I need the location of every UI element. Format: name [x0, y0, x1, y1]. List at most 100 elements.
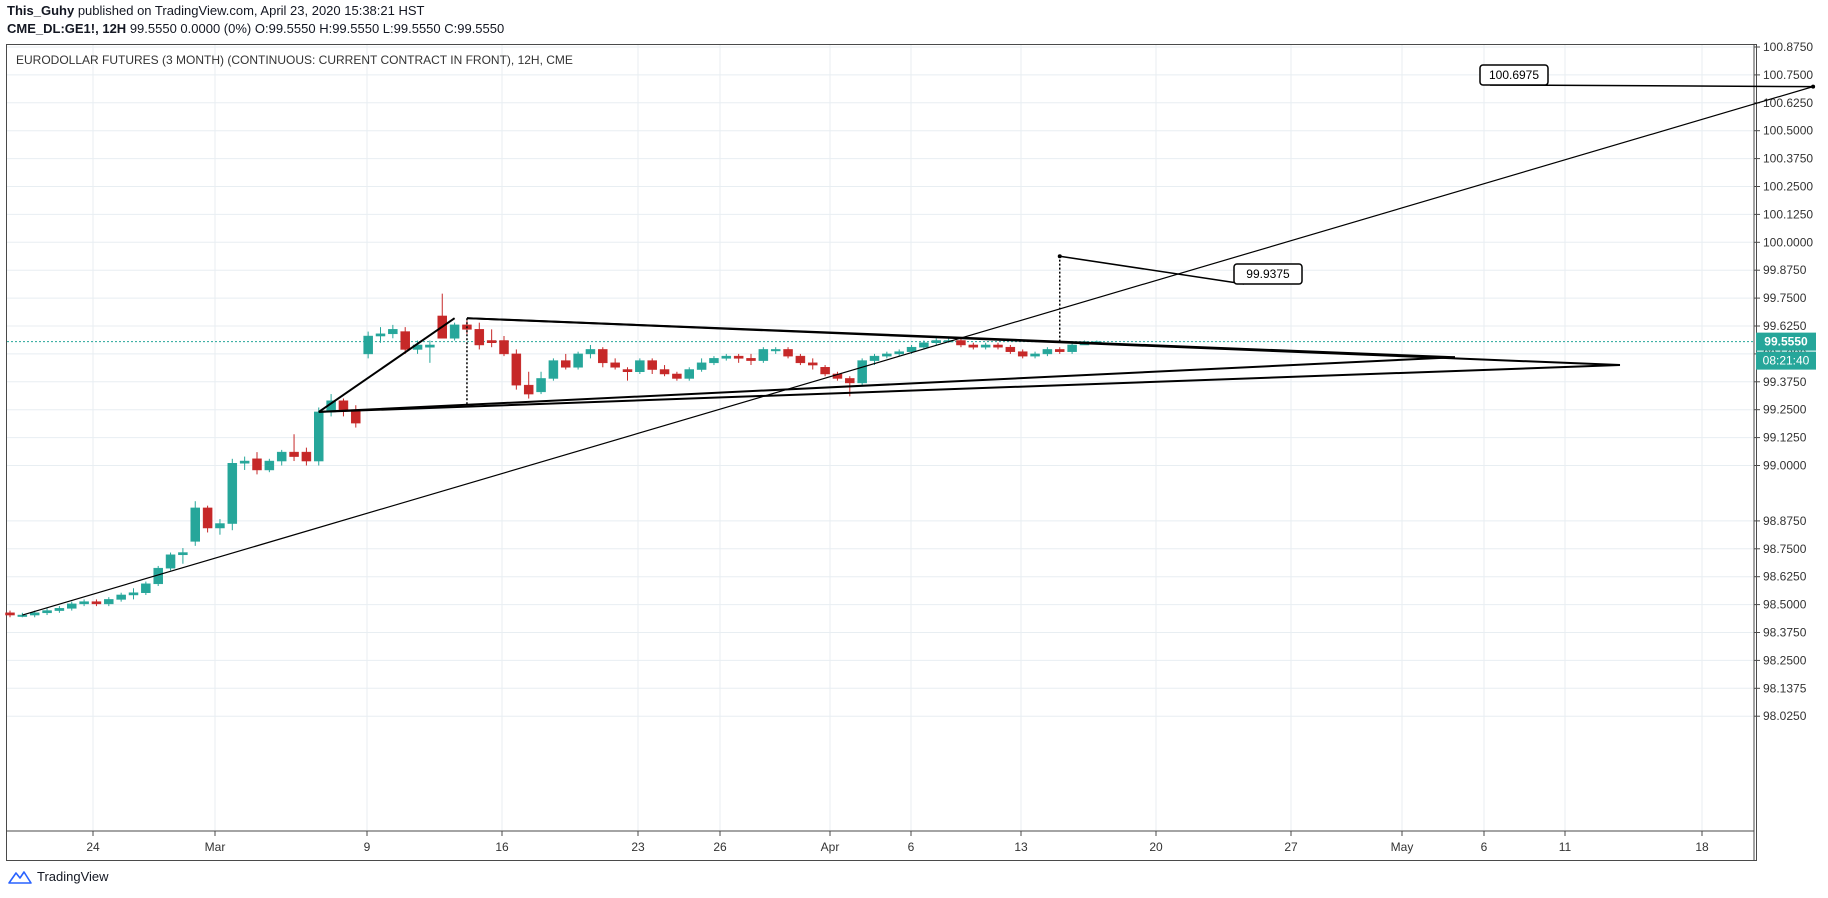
candle-body	[5, 612, 15, 616]
y-tick-label: 98.3750	[1763, 626, 1807, 640]
x-tick-label: 26	[713, 840, 727, 854]
candle	[808, 358, 818, 370]
candle-body	[202, 507, 213, 529]
y-tick-label: 99.7500	[1763, 291, 1807, 305]
candle	[980, 342, 991, 350]
x-tick-label: 6	[1481, 840, 1488, 854]
trendlines	[22, 86, 1814, 616]
candle-body	[931, 340, 941, 343]
candle-body	[672, 373, 682, 379]
candle-body	[190, 507, 200, 542]
candle-body	[536, 378, 546, 393]
candle-body	[425, 344, 435, 348]
time-axis: 24 Mar 9 16 23 26 Apr 6 13 20 27 May 6 11 18	[86, 831, 1709, 854]
callout-box	[1233, 263, 1303, 285]
chart-grid	[7, 45, 1753, 830]
candle-body	[264, 460, 275, 471]
candle	[733, 353, 744, 363]
trendline	[318, 356, 1455, 413]
candle	[598, 347, 608, 368]
candle-body	[511, 353, 522, 386]
candle-body	[1030, 353, 1040, 357]
candle-body	[486, 340, 497, 343]
candle	[511, 349, 522, 390]
candle	[561, 353, 571, 370]
candle-body	[388, 329, 398, 335]
y-tick-label: 100.6250	[1763, 96, 1813, 110]
candle	[585, 344, 596, 359]
candle	[993, 342, 1003, 350]
candle	[857, 358, 867, 386]
candle-body	[178, 552, 188, 556]
y-tick-label: 100.8750	[1763, 40, 1813, 54]
callout-pointer	[1059, 255, 1245, 285]
y-tick-label: 99.3750	[1763, 375, 1807, 389]
ohlc-values: 99.5550 0.0000 (0%) O:99.5550 H:99.5550 …	[129, 21, 505, 36]
candle-body	[301, 451, 312, 462]
candle-body	[165, 554, 176, 569]
candle-body	[1042, 349, 1053, 355]
x-tick-label: 11	[1559, 840, 1572, 854]
x-tick-label: 18	[1695, 840, 1709, 854]
candle	[165, 552, 176, 571]
candle	[338, 398, 349, 417]
candle	[672, 371, 682, 381]
candle-body	[956, 340, 966, 346]
symbol-info: CME_DL:GE1!, 12H 99.5550 0.0000 (0%) O:9…	[7, 21, 504, 37]
candle	[758, 347, 769, 363]
tradingview-logo-icon	[8, 870, 32, 884]
y-tick-label: 100.2500	[1763, 180, 1813, 194]
candle	[79, 599, 89, 607]
candle-body	[375, 333, 386, 337]
y-tick-label: 100.3750	[1763, 152, 1813, 166]
publish-info: This_Guhy published on TradingView.com, …	[7, 3, 424, 19]
candle-body	[845, 378, 855, 384]
candle-body	[17, 614, 28, 617]
candle	[1055, 347, 1065, 354]
chart-frame[interactable]	[6, 44, 1757, 861]
candle	[375, 327, 386, 343]
tradingview-brand[interactable]: TradingView	[8, 869, 109, 884]
x-tick-label: 23	[631, 840, 645, 854]
candle-body	[585, 349, 596, 355]
candle-body	[314, 411, 324, 462]
candle	[820, 365, 830, 377]
trendline	[22, 86, 1814, 616]
candle-body	[363, 335, 373, 355]
candle	[770, 347, 781, 354]
candle	[202, 505, 213, 533]
candle-body	[684, 369, 694, 379]
candle	[190, 501, 200, 546]
chart-title: EURODOLLAR FUTURES (3 MONTH) (CONTINUOUS…	[16, 53, 573, 67]
author-name[interactable]: This_Guhy	[7, 3, 75, 18]
countdown-label: 08:21:40	[1763, 354, 1810, 368]
candle-body	[598, 349, 608, 364]
last-price-label: 99.5550	[1764, 335, 1808, 349]
candle-body	[919, 342, 929, 348]
symbol-label: CME_DL:GE1!, 12H	[7, 21, 127, 36]
price-annotations: 100.6975 99.9375	[1057, 64, 1816, 285]
candle	[523, 371, 534, 399]
candle	[276, 449, 287, 466]
candle	[400, 327, 410, 354]
candle-body	[647, 360, 657, 370]
candle-body	[1067, 344, 1077, 352]
candle	[1067, 342, 1077, 354]
candle	[536, 371, 546, 395]
candle-body	[116, 594, 126, 600]
candle-body	[1055, 349, 1065, 352]
y-tick-label: 99.6250	[1763, 319, 1807, 333]
candle-body	[104, 599, 114, 605]
candle-body	[1005, 346, 1016, 352]
candle-body	[783, 349, 793, 357]
candle-body	[894, 351, 904, 355]
candle-body	[276, 451, 287, 462]
candle	[289, 434, 299, 462]
candle	[659, 365, 670, 377]
candle	[635, 358, 645, 374]
countdown-tag	[1756, 351, 1816, 370]
candle	[696, 358, 707, 372]
candle	[264, 458, 275, 473]
candle-body	[795, 355, 806, 364]
